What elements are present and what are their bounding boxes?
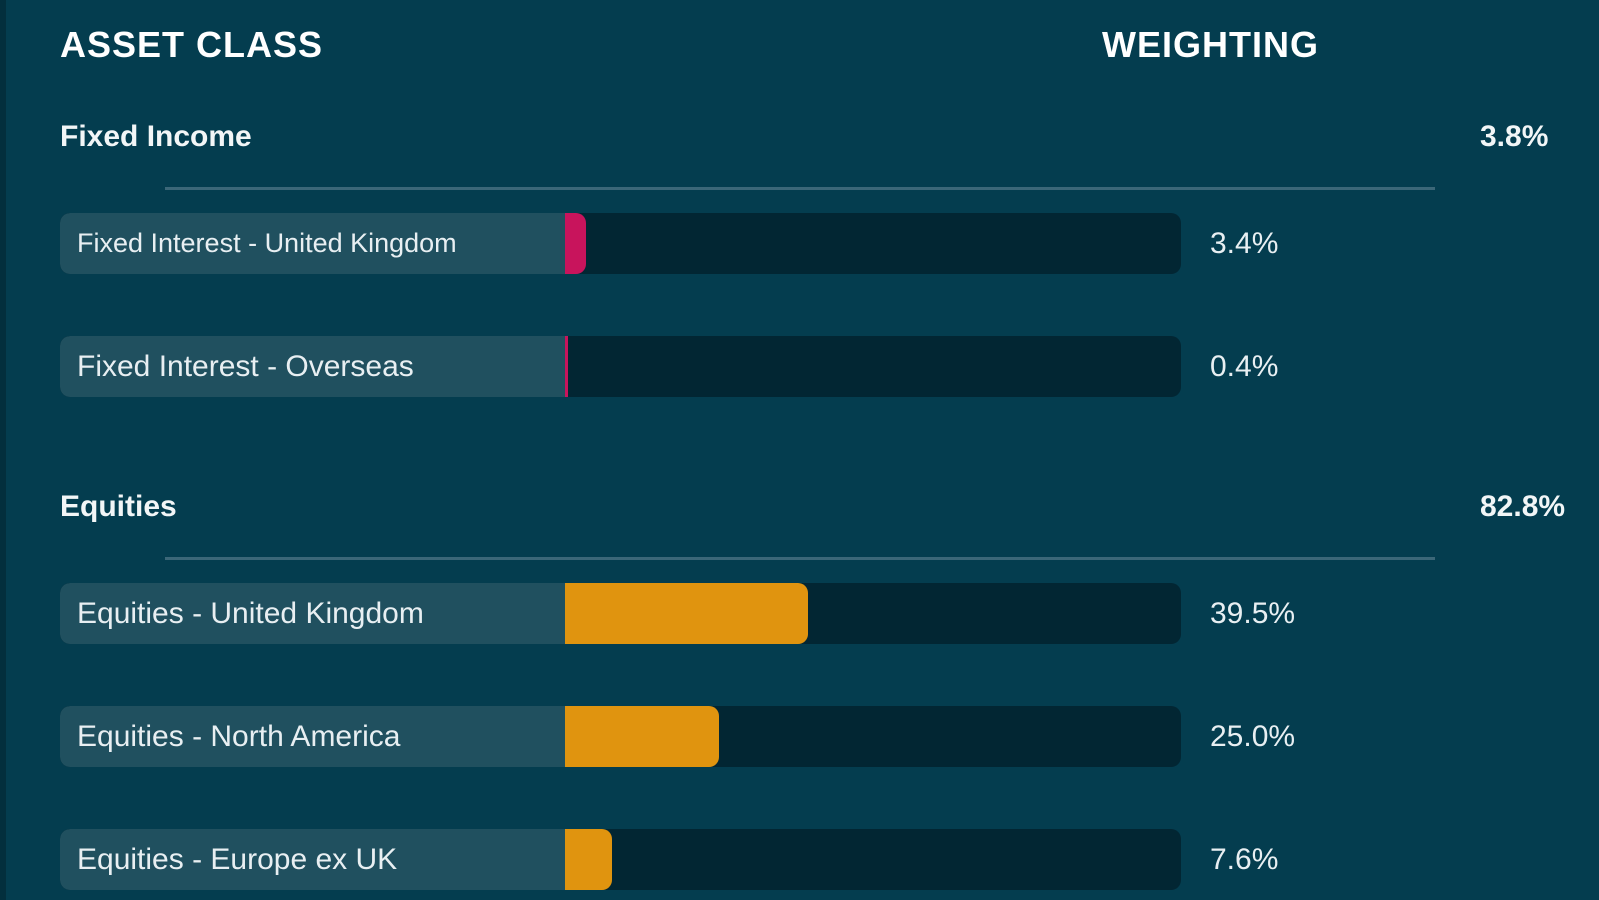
divider: [165, 187, 1435, 190]
group-total-equities: 82.8%: [1480, 490, 1566, 523]
bar-label-box: Fixed Interest - United Kingdom: [60, 213, 565, 274]
bar-value: 39.5%: [1210, 597, 1296, 630]
bar-row: Fixed Interest - United Kingdom: [60, 213, 1181, 274]
bar-track: [565, 829, 1181, 890]
bar-label-box: Equities - Europe ex UK: [60, 829, 565, 890]
bar-label: Equities - North America: [77, 720, 401, 753]
bar-fill: [565, 706, 719, 767]
group-title-fixed-income: Fixed Income: [60, 120, 252, 153]
group-total-fixed-income: 3.8%: [1480, 120, 1549, 153]
bar-value: 25.0%: [1210, 720, 1296, 753]
bar-label-box: Equities - United Kingdom: [60, 583, 565, 644]
bar-fill: [565, 213, 586, 274]
bar-fill: [565, 583, 808, 644]
bar-label-box: Fixed Interest - Overseas: [60, 336, 565, 397]
divider: [165, 557, 1435, 560]
bar-track: [565, 583, 1181, 644]
bar-value: 0.4%: [1210, 350, 1279, 383]
panel-edge: [0, 0, 6, 900]
bar-row: Equities - United Kingdom: [60, 583, 1181, 644]
bar-label: Fixed Interest - Overseas: [77, 350, 414, 383]
bar-value: 7.6%: [1210, 843, 1279, 876]
bar-label: Equities - United Kingdom: [77, 597, 424, 630]
group-title-equities: Equities: [60, 490, 177, 523]
bar-label-box: Equities - North America: [60, 706, 565, 767]
bar-track: [565, 336, 1181, 397]
bar-row: Equities - Europe ex UK: [60, 829, 1181, 890]
bar-fill: [565, 829, 612, 890]
bar-row: Equities - North America: [60, 706, 1181, 767]
asset-class-header: ASSET CLASS: [60, 24, 324, 65]
bar-track: [565, 213, 1181, 274]
weighting-header: WEIGHTING: [1102, 24, 1319, 65]
bar-label: Fixed Interest - United Kingdom: [77, 228, 457, 258]
bar-row: Fixed Interest - Overseas: [60, 336, 1181, 397]
bar-value: 3.4%: [1210, 227, 1279, 260]
bar-track: [565, 706, 1181, 767]
bar-label: Equities - Europe ex UK: [77, 843, 398, 876]
bar-fill: [565, 336, 568, 397]
